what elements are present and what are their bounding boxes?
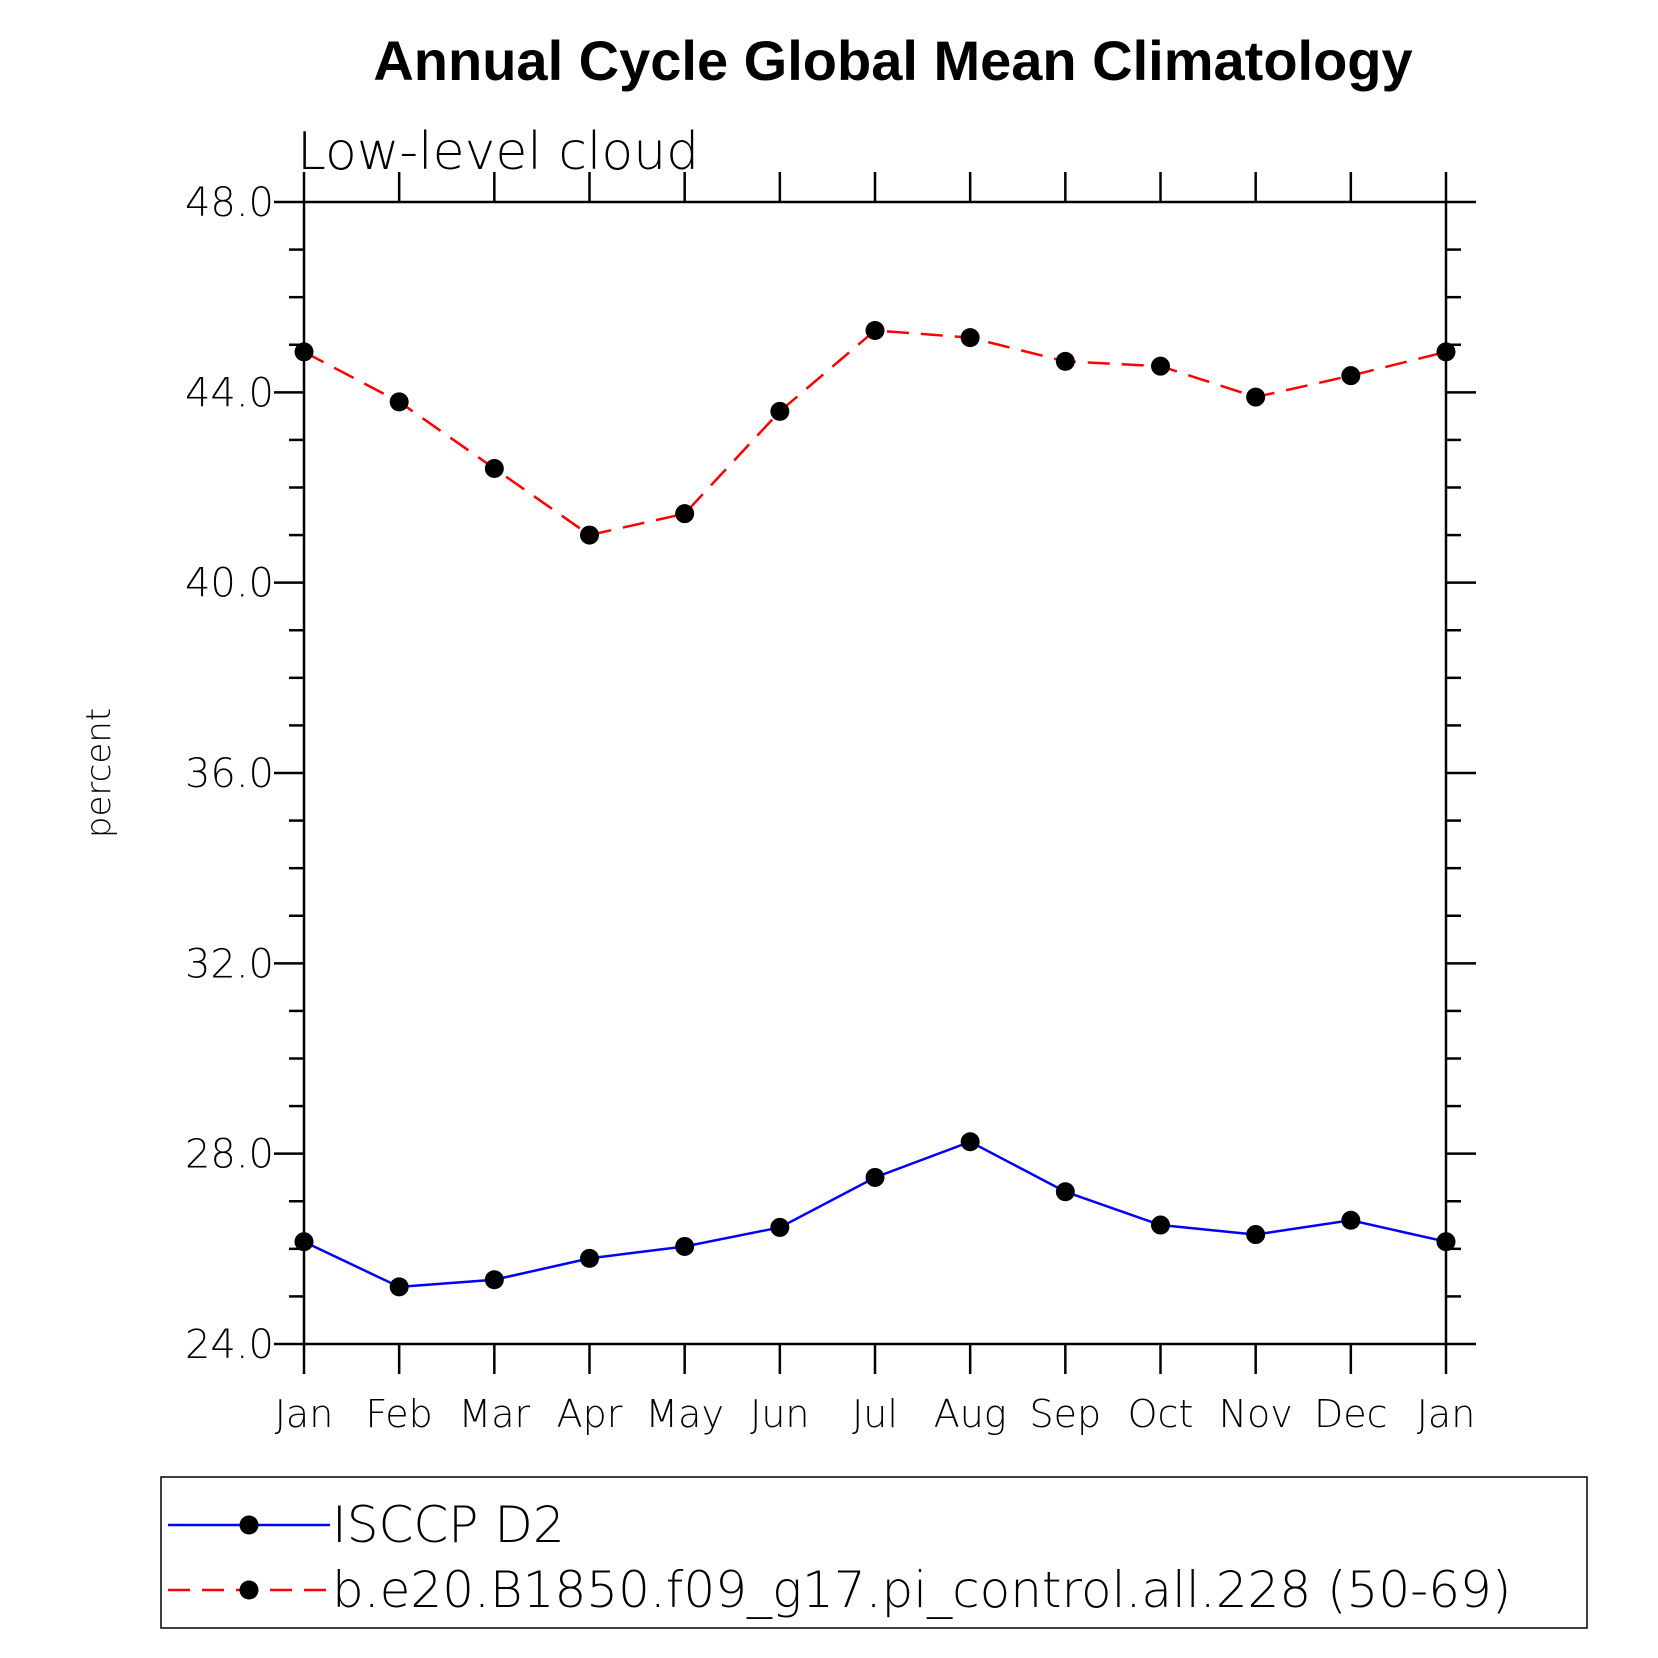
series-line [303,329,1447,537]
x-tick-label: May [645,1392,724,1436]
data-point [770,401,790,421]
data-point [1055,1182,1075,1202]
data-point [1055,351,1075,371]
data-point [675,504,695,524]
legend: ISCCP D2 b.e20.B1850.f09_g17.pi_control.a… [160,1476,1588,1629]
series-0 [294,1132,1456,1297]
y-axis-label: percent [79,708,119,838]
data-point [1151,356,1170,376]
data-point [1436,342,1456,362]
data-point [675,1236,695,1256]
y-tick-label: 28.0 [185,1132,274,1178]
legend-label: b.e20.B1850.f09_g17.pi_control.all.228 (… [332,1561,1511,1619]
data-point [770,1217,790,1237]
x-tick-label: Aug [934,1392,1007,1436]
axes: 24.0 28.0 32.0 36.0 40.0 44.0 48.0 Jan Feb Mar Apr… [185,172,1476,1436]
x-tick-label: Jun [750,1392,809,1436]
data-point [1341,1210,1361,1230]
x-tick-label: Nov [1219,1392,1293,1436]
data-point [484,458,504,478]
x-tick-label: Jan [1417,1392,1476,1436]
legend-marker [239,1580,259,1600]
data-point [960,1132,980,1152]
x-tick-label: Mar [458,1392,530,1436]
x-tick-label: Oct [1128,1392,1194,1436]
data-point [294,342,314,362]
x-tick-label: Feb [366,1392,433,1436]
y-tick-label: 32.0 [185,941,274,987]
data-point [580,525,599,545]
x-tick-label: Jan [275,1392,334,1436]
legend-marker [239,1515,259,1535]
y-tick-label: 36.0 [185,751,274,797]
data-point [580,1248,599,1268]
data-point [1436,1232,1456,1252]
x-tick-label: Jul [852,1392,898,1436]
chart-title: Annual Cycle Global Mean Climatology [373,29,1412,92]
legend-label: ISCCP D2 [332,1496,565,1554]
data-point [960,328,980,348]
series-layer [294,320,1456,1297]
series-line [303,1140,1447,1289]
data-point [294,1232,314,1252]
y-tick-label: 48.0 [185,180,274,226]
data-point [1151,1215,1170,1235]
y-tick-label: 40.0 [185,561,274,607]
data-point [389,392,409,412]
x-tick-label: Sep [1030,1392,1102,1436]
chart-subtitle: Low-level cloud [297,122,699,182]
data-point [865,1167,885,1187]
data-point [484,1270,504,1290]
x-tick-label: Apr [557,1392,623,1436]
legend-box [160,1476,1588,1629]
series-1 [294,320,1456,545]
y-tick-label: 24.0 [185,1322,274,1368]
data-point [1341,366,1361,386]
x-tick-label: Dec [1314,1392,1388,1436]
data-point [865,320,885,340]
data-point [389,1277,409,1297]
y-tick-label: 44.0 [185,370,274,416]
data-point [1246,1225,1266,1245]
data-point [1246,387,1266,407]
